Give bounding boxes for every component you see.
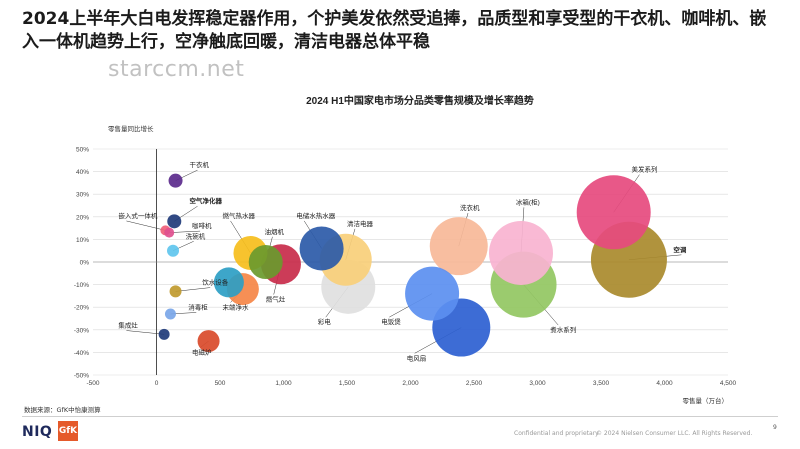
bubble-label: 空气净化器 [190, 196, 223, 205]
y-tick-label: -40% [74, 350, 89, 357]
bubble [299, 226, 344, 271]
x-tick-label: 2,000 [402, 380, 419, 387]
y-tick-label: 0% [80, 260, 90, 267]
bubble-label: 饮水设备 [202, 278, 229, 287]
x-tick-label: 0 [155, 380, 159, 387]
bubble-label: 嵌入式一体机 [118, 211, 157, 220]
bubble-label: 集成灶 [118, 321, 138, 330]
copyright-note: © 2024 Nielsen Consumer LLC. All Rights … [596, 430, 753, 437]
y-tick-label: -50% [74, 373, 89, 380]
bubble-label: 电风扇 [407, 353, 427, 362]
page-headline: 2024上半年大白电发挥稳定器作用，个护美发依然受追捧，品质型和享受型的干衣机、… [22, 9, 767, 52]
bubble [167, 244, 180, 257]
y-tick-label: 40% [76, 169, 89, 176]
leader-line [126, 220, 166, 231]
bubble-label: 燃气灶 [266, 295, 286, 304]
bubble [168, 173, 183, 188]
y-tick-label: -30% [74, 327, 89, 334]
bubble [167, 214, 182, 229]
y-tick-label: -20% [74, 305, 89, 312]
bubble [164, 227, 175, 238]
niq-logo: NIQ [22, 424, 53, 440]
bubble-label: 干衣机 [190, 160, 210, 169]
bubble [164, 308, 176, 320]
x-tick-label: -500 [86, 380, 99, 387]
bubble-label: 洗碗机 [186, 231, 206, 240]
bubble [429, 217, 488, 276]
bubble [197, 330, 220, 353]
x-tick-label: 1,000 [275, 380, 292, 387]
x-tick-label: 3,000 [529, 380, 546, 387]
leader-line [169, 230, 201, 233]
x-tick-label: 2,500 [466, 380, 483, 387]
bubble-label: 消毒柜 [188, 302, 208, 311]
bubble-label: 电饭煲 [381, 317, 401, 326]
bubble-label: 洗衣机 [460, 203, 480, 212]
bubble [576, 175, 651, 250]
y-axis-label: 零售量同比增长 [108, 124, 154, 133]
bubble-label: 空调 [673, 245, 687, 254]
bubble [488, 220, 553, 285]
bubble-label: 油烟机 [264, 227, 284, 236]
bubble-label: 电磁炉 [192, 348, 212, 357]
bubble-label: 美发系列 [631, 165, 657, 174]
bubble-label: 末端净水 [223, 302, 250, 311]
confidential-note: Confidential and proprietary [514, 430, 599, 437]
x-tick-label: 1,500 [339, 380, 356, 387]
y-tick-label: 50% [76, 147, 89, 154]
gfk-logo: GfK [58, 421, 78, 441]
footer-divider [22, 416, 778, 417]
x-tick-label: 4,000 [656, 380, 673, 387]
y-tick-label: 10% [76, 237, 89, 244]
bubble [248, 245, 283, 279]
bubble-label: 咖啡机 [192, 221, 212, 230]
page-number: 9 [773, 424, 777, 431]
watermark: starccm.net [108, 57, 245, 82]
bubble [158, 328, 170, 340]
bubble-label: 电储水热水器 [296, 211, 336, 220]
x-tick-label: 4,500 [720, 380, 737, 387]
bubble-label: 彩电 [318, 317, 332, 326]
bubble-label: 燃气热水器 [223, 211, 256, 220]
y-tick-label: 30% [76, 192, 89, 199]
bubble-label: 清洁电器 [347, 219, 374, 228]
y-tick-label: -10% [74, 282, 89, 289]
bubble-label: 煮水系列 [550, 325, 576, 334]
leader-line [126, 330, 165, 335]
chart-title: 2024 H1中国家电市场分品类零售规模及增长率趋势 [306, 94, 534, 107]
bubble-label: 冰箱(柜) [516, 197, 540, 206]
source-note: 数据来源：GfK中怡康测算 [24, 406, 101, 414]
bubble [405, 266, 460, 321]
bubble [213, 267, 244, 298]
bubble [169, 285, 182, 298]
x-tick-label: 500 [215, 380, 226, 387]
x-tick-label: 3,500 [593, 380, 610, 387]
x-axis-label: 零售量（万台） [683, 396, 729, 405]
bubbles [158, 173, 667, 357]
y-tick-label: 20% [76, 214, 89, 221]
